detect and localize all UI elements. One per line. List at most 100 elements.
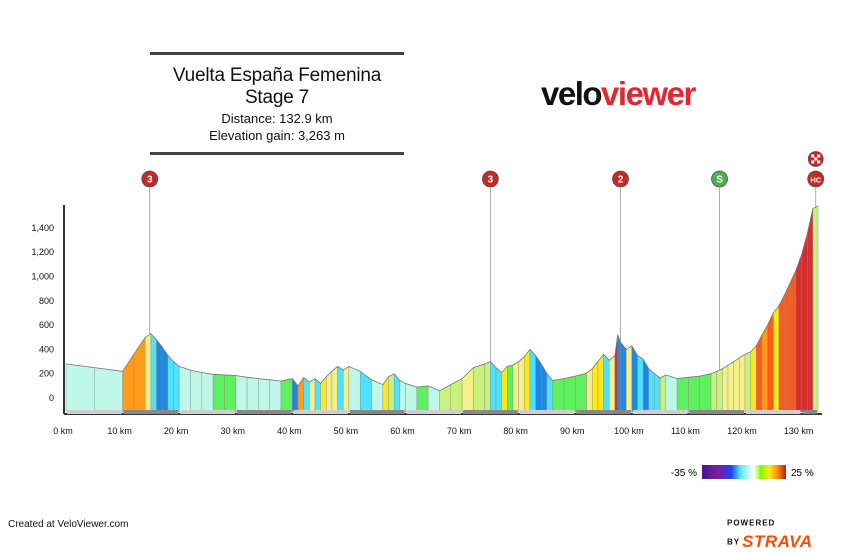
stage-title: Vuelta España Femenina Stage 7 [172,65,382,108]
profile-segment [654,373,661,413]
logo-part-viewer: viewer [601,75,696,112]
x-tick-label: 90 km [560,426,585,436]
profile-segment [416,385,429,413]
climb-category-icon [612,170,629,188]
profile-segment [795,254,802,413]
profile-segment [727,361,734,413]
x-tick-label: 0 km [53,426,73,436]
profile-segment [512,361,519,413]
y-tick-label: 800 [39,296,54,306]
profile-segment [807,208,814,413]
x-tick-label: 110 km [671,426,700,436]
climb-category-label: 2 [618,175,624,186]
profile-segment [490,361,497,413]
finish-flag-check [811,154,815,158]
profile-segment [535,354,542,413]
profile-segment [461,367,474,413]
profile-segment [637,355,644,413]
profile-segment [145,333,152,413]
profile-area [65,205,819,413]
km-band [123,410,179,414]
profile-segment [722,364,729,413]
x-tick-label: 20 km [164,426,189,436]
profile-segment [348,366,361,413]
profile-segment [399,380,406,413]
profile-segment [617,334,621,413]
profile-segment [575,372,587,413]
y-ticks: 0 200 400 600 800 1,000 1,200 1,400 [31,223,54,403]
profile-segment [710,370,717,413]
profile-segment [778,294,785,413]
y-tick-label: 1,400 [31,223,54,233]
profile-segment [784,282,791,413]
profile-segment [331,365,338,413]
profile-segment [716,368,723,413]
climb-category-icon [141,170,159,188]
profile-segment [699,373,712,413]
profile-segment [201,372,214,413]
stage-elevation: Elevation gain: 3,263 m [209,128,345,143]
profile-segment [744,351,751,413]
profile-segment [133,336,146,413]
profile-segment [382,376,389,413]
profile-segment [65,363,95,413]
profile-segment [495,367,502,413]
km-band [576,410,631,414]
finish-flag-check [814,157,818,161]
x-tick-label: 10 km [107,426,132,436]
profile-segment [190,369,203,413]
profile-segment [586,368,593,413]
title-rule-top [150,52,404,55]
profile-segment [563,375,576,413]
profile-segment [303,376,310,413]
gradient-legend-max: 25 % [791,468,814,479]
km-band [802,410,817,414]
climb-category-label: 3 [488,175,494,186]
profile-segment [371,379,384,413]
profile-segment [156,339,163,413]
profile-segment [161,346,169,413]
km-bands [67,410,817,414]
profile-segment [178,366,191,413]
profile-segment [659,374,666,413]
profile-segment [773,305,780,413]
profile-segment [739,353,746,413]
strava-logo: STRAVA [742,532,813,551]
veloviewer-logo: veloviewer [541,75,696,113]
km-band [463,410,518,414]
x-tick-label: 40 km [277,426,302,436]
profile-segment [326,370,333,413]
profile-segment [592,360,599,413]
climb-category-icon [711,170,728,188]
profile-segment [665,374,678,413]
x-tick-label: 120 km [727,426,757,436]
profile-segment [603,353,610,413]
y-tick-label: 600 [39,320,54,330]
profile-segment [761,324,768,413]
km-band [519,410,575,414]
profile-segment [625,345,633,413]
profile-segment [484,361,491,413]
profile-segment [529,348,536,413]
y-tick-label: 200 [39,369,54,379]
x-tick-label: 130 km [784,426,814,436]
profile-segment [269,379,282,413]
profile-segment [224,374,236,413]
y-tick-label: 400 [39,344,54,354]
profile-segment [524,348,531,413]
profile-segment [750,345,757,413]
x-tick-label: 80 km [503,426,528,436]
climb-category-label: 3 [147,175,153,186]
title-rule-bottom [150,152,404,155]
profile-segment [309,378,316,413]
profile-segment [733,357,740,413]
profile-segment [473,363,485,413]
profile-segment [541,363,548,413]
profile-segment [507,364,514,413]
finish-flag-check [817,154,821,158]
profile-segment [812,205,819,413]
profile-segment [790,270,797,413]
title-block: Vuelta España Femenina Stage 7 Distance:… [150,52,404,155]
profile-segment [631,345,638,413]
